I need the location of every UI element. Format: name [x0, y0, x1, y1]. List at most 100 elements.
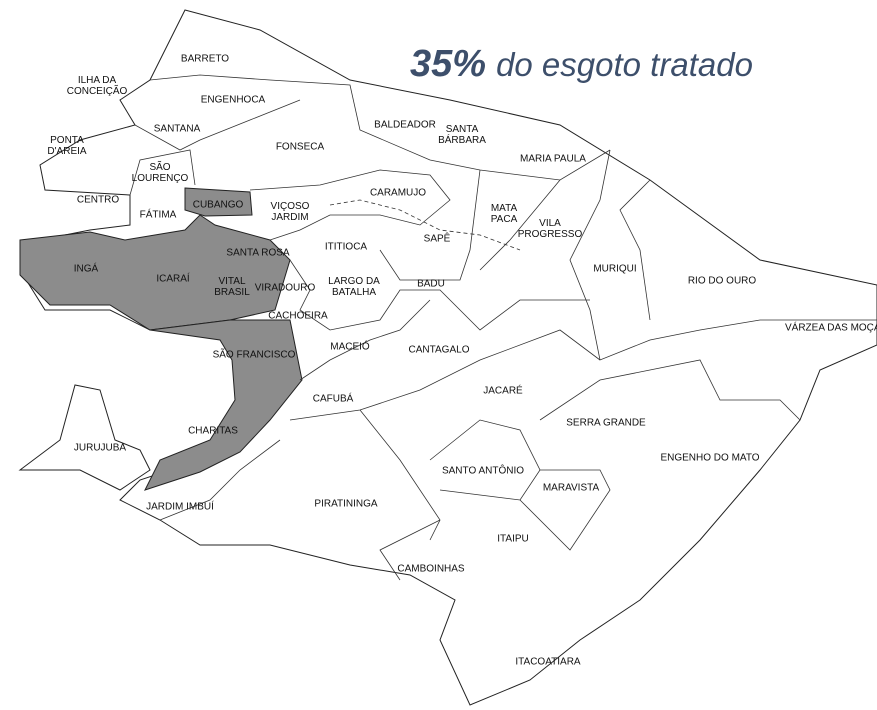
neighborhood-label-line: PROGRESSO [518, 229, 583, 240]
neighborhood-label: BARRETO [181, 54, 229, 65]
neighborhood-label: JURUJUBA [74, 443, 127, 454]
neighborhood-label-line: CONCEIÇÃO [67, 84, 128, 97]
neighborhood-label: CUBANGO [193, 200, 244, 211]
neighborhood-label: ITAIPU [497, 534, 528, 545]
neighborhood-label: MURIQUI [593, 264, 636, 275]
neighborhood-label-line: SANTANA [154, 124, 201, 135]
neighborhood-label-line: SERRA GRANDE [566, 418, 646, 429]
title-highlight: 35% [410, 43, 486, 85]
neighborhood-label: SANTANA [154, 124, 201, 135]
neighborhood-label-line: ITACOATIARA [515, 657, 581, 668]
neighborhood-label: ITITIOCA [325, 242, 368, 253]
neighborhood-label-line: ITAIPU [497, 534, 528, 545]
neighborhood-label-line: SANTA ROSA [226, 248, 289, 259]
neighborhood-label-line: FONSECA [276, 142, 325, 153]
neighborhood-label: CENTRO [77, 195, 119, 206]
neighborhood-label-line: BARRETO [181, 54, 229, 65]
neighborhood-label: MARAVISTA [543, 483, 600, 494]
neighborhood-label-line: JARDIM [271, 212, 308, 223]
neighborhood-label-line: CENTRO [77, 195, 119, 206]
neighborhood-label-line: JACARÉ [483, 384, 523, 397]
neighborhood-label-line: CANTAGALO [409, 345, 470, 356]
neighborhood-label-line: BADU [417, 279, 445, 290]
neighborhood-label-line: JURUJUBA [74, 443, 127, 454]
neighborhood-label-line: ENGENHOCA [201, 95, 266, 106]
neighborhood-label: BALDEADOR [374, 120, 436, 131]
neighborhood-label: JACARÉ [483, 384, 523, 397]
neighborhood-label: CANTAGALO [409, 345, 470, 356]
jurujuba-peninsula [20, 385, 150, 490]
neighborhood-label-line: LOURENÇO [132, 173, 189, 184]
neighborhood-label: MARIA PAULA [520, 154, 586, 165]
neighborhood-label-line: ENGENHO DO MATO [660, 453, 759, 464]
neighborhood-label: CAFUBÁ [313, 392, 354, 405]
neighborhood-label-line: BRASIL [214, 287, 250, 298]
neighborhood-label: RIO DO OURO [688, 276, 757, 287]
neighborhood-label: SANTO ANTÔNIO [442, 464, 524, 477]
title-text: do esgoto tratado [496, 46, 753, 83]
neighborhood-label-line: VILA [539, 218, 561, 229]
neighborhood-label-line: ILHA DA [78, 75, 117, 86]
neighborhood-label-line: CUBANGO [193, 200, 244, 211]
neighborhood-label-line: SANTO ANTÔNIO [442, 464, 524, 477]
neighborhood-label-line: PACA [491, 214, 518, 225]
neighborhood-label-line: MACEIÓ [330, 340, 370, 353]
neighborhood-label: PIRATININGA [314, 499, 377, 510]
neighborhood-label: INGÁ [74, 262, 99, 275]
neighborhood-label-line: BATALHA [332, 287, 376, 298]
neighborhood-label: SÃO FRANCISCO [213, 348, 296, 361]
neighborhood-label: ENGENHO DO MATO [660, 453, 759, 464]
neighborhood-label-line: LARGO DA [328, 276, 380, 287]
title: 35% do esgoto tratado [410, 43, 753, 85]
neighborhood-label: VÁRZEA DAS MOÇAS [785, 321, 877, 334]
neighborhood-label: VIRADOURO [255, 283, 316, 294]
neighborhood-label-line: VIÇOSO [271, 201, 310, 212]
neighborhood-label-line: SANTA [446, 124, 479, 135]
neighborhood-label: JARDIM IMBUÍ [146, 500, 214, 513]
land [20, 10, 877, 705]
neighborhood-label-line: CHARITAS [188, 426, 238, 437]
neighborhood-label-line: SÃO FRANCISCO [213, 348, 296, 361]
neighborhood-label: ENGENHOCA [201, 95, 266, 106]
neighborhood-label-line: SAPÊ [424, 232, 451, 245]
neighborhood-label-line: BÁRBARA [438, 133, 486, 146]
neighborhood-label-line: MATA [491, 203, 518, 214]
neighborhood-label-line: D'AREIA [47, 146, 86, 157]
neighborhood-label: ICARAÍ [156, 272, 190, 285]
neighborhood-label-line: MARIA PAULA [520, 154, 586, 165]
neighborhood-label: FÁTIMA [140, 208, 177, 221]
neighborhood-label-line: INGÁ [74, 262, 99, 275]
neighborhood-label: ITACOATIARA [515, 657, 581, 668]
neighborhood-label: FONSECA [276, 142, 325, 153]
neighborhood-label-line: PIRATININGA [314, 499, 377, 510]
neighborhood-label-line: VITAL [218, 276, 245, 287]
neighborhood-label-line: CACHOEIRA [268, 311, 328, 322]
neighborhood-label: CARAMUJO [370, 188, 426, 199]
neighborhood-label-line: PONTA [50, 135, 84, 146]
neighborhood-label: SANTA ROSA [226, 248, 289, 259]
neighborhood-label-line: FÁTIMA [140, 208, 177, 221]
neighborhood-label: BADU [417, 279, 445, 290]
neighborhood-label-line: ICARAÍ [156, 272, 190, 285]
neighborhood-label-line: MARAVISTA [543, 483, 600, 494]
neighborhood-label: MACEIÓ [330, 340, 370, 353]
neighborhood-label-line: MURIQUI [593, 264, 636, 275]
neighborhood-label: CAMBOINHAS [397, 564, 465, 575]
neighborhood-label-line: BALDEADOR [374, 120, 436, 131]
neighborhood-label-line: CAFUBÁ [313, 392, 354, 405]
neighborhood-label-line: VÁRZEA DAS MOÇAS [785, 321, 877, 334]
neighborhood-label: CHARITAS [188, 426, 238, 437]
neighborhood-label-line: VIRADOURO [255, 283, 316, 294]
neighborhood-label-line: RIO DO OURO [688, 276, 757, 287]
neighborhood-label-line: CAMBOINHAS [397, 564, 465, 575]
neighborhood-label: CACHOEIRA [268, 311, 328, 322]
neighborhood-label: SAPÊ [424, 232, 451, 245]
neighborhood-label: SERRA GRANDE [566, 418, 646, 429]
neighborhood-label-line: SÃO [149, 160, 170, 173]
neighborhood-label-line: CARAMUJO [370, 188, 426, 199]
